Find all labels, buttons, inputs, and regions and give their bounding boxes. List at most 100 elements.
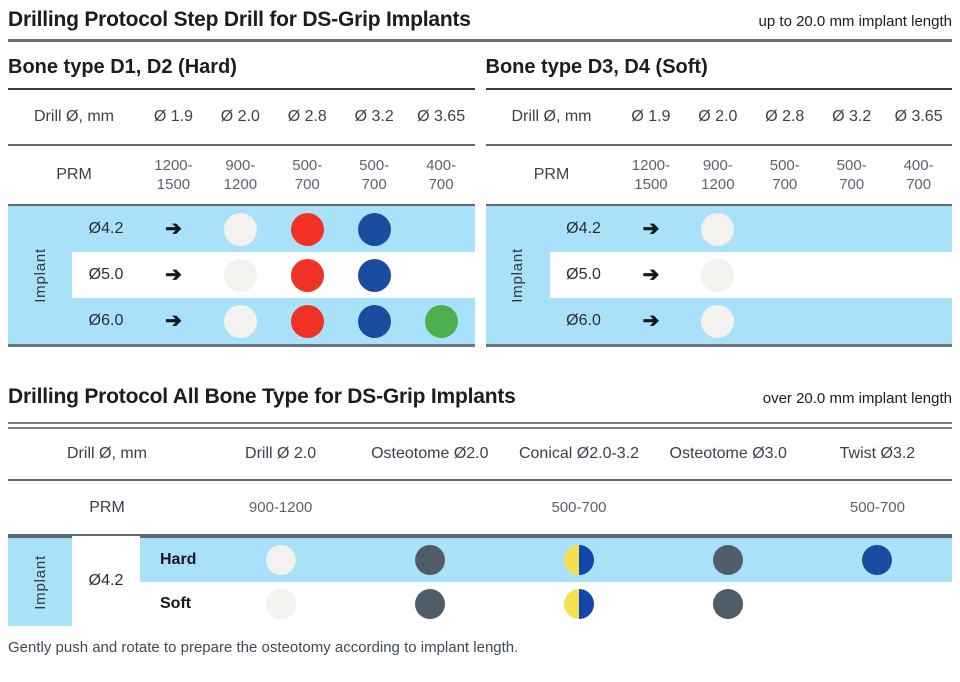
bone-hardness-label: Soft: [160, 595, 192, 612]
prm-value: 500-700: [551, 498, 607, 516]
implant-rows-body: Implant Ø4.2 ➔ Ø5.0 ➔ Ø6.0 ➔: [485, 206, 952, 347]
slate-drill-dot: [713, 589, 744, 619]
implant-size-label: Ø5.0: [566, 266, 601, 283]
step-cell: ➔: [618, 311, 685, 331]
prm-value: 500- 700: [292, 156, 323, 194]
drill-diameter-header-label: Drill Ø, mm: [34, 108, 114, 125]
bone-hardness-rows: Hard Soft: [140, 536, 952, 626]
implant-row: Ø6.0 ➔: [549, 298, 952, 344]
implant-rows: Ø4.2 ➔ Ø5.0 ➔ Ø6.0 ➔: [72, 206, 475, 344]
implant-axis-label: Implant: [31, 554, 49, 610]
implant-axis-column: Implant: [8, 206, 72, 344]
white-drill-dot: [265, 589, 296, 619]
prm-value: 500- 700: [359, 156, 390, 194]
step-cell: [274, 212, 341, 246]
prm-label: PRM: [56, 166, 92, 183]
white-drill-dot: [701, 258, 735, 292]
drill-size-header: Ø 3.2: [354, 107, 394, 125]
prm-value: 500-700: [849, 498, 905, 516]
implant-row: Ø5.0 ➔: [72, 252, 475, 298]
bone-type-subtitle: Bone type D1, D2 (Hard): [8, 46, 475, 90]
step-cell: ➔: [618, 265, 685, 285]
arrow-icon: ➔: [642, 218, 660, 240]
implant-row: Ø4.2 ➔: [549, 206, 952, 252]
section-all-bone-title: Drilling Protocol All Bone Type for DS-G…: [8, 385, 516, 408]
slate-drill-dot: [713, 545, 744, 575]
step-cell: [206, 545, 355, 575]
dual-drill-dot: [564, 589, 594, 619]
implant-rows-body: Implant Ø4.2 ➔ Ø5.0 ➔ Ø6.0 ➔: [8, 206, 475, 347]
tool-header: Twist Ø3.2: [839, 444, 916, 462]
step-cell: [207, 304, 274, 338]
prm-value: 900-1200: [248, 498, 313, 516]
step-cell: [408, 304, 475, 338]
arrow-icon: ➔: [642, 264, 660, 286]
prm-value: 900- 1200: [223, 156, 258, 194]
implant-rows-body: Implant Ø4.2 Hard Soft: [8, 536, 952, 626]
white-drill-dot: [701, 212, 735, 246]
implant-length-note-upto: up to 20.0 mm implant length: [758, 13, 952, 30]
implant-row: Ø5.0 ➔: [549, 252, 952, 298]
white-drill-dot: [265, 545, 296, 575]
arrow-icon: ➔: [165, 310, 182, 332]
title-double-divider: [8, 422, 952, 429]
drill-size-header: Ø 2.8: [287, 107, 327, 125]
step-cell: [207, 258, 274, 292]
drill-size-header: Ø 2.0: [698, 107, 738, 125]
section-all-bone-header: Drilling Protocol All Bone Type for DS-G…: [8, 385, 952, 409]
drill-diameter-header-row: Drill Ø, mm Ø 1.9 Ø 2.0 Ø 2.8 Ø 3.2 Ø 3.65: [485, 90, 952, 146]
prm-value: 1200- 1500: [154, 156, 193, 194]
implant-axis-label: Implant: [31, 247, 49, 303]
footer-note: Gently push and rotate to prepare the os…: [8, 639, 519, 656]
implant-size-label: Ø4.2: [72, 536, 140, 626]
step-cell: [684, 258, 751, 292]
white-drill-dot: [701, 304, 735, 338]
tool-header: Conical Ø2.0-3.2: [518, 444, 640, 462]
bone-type-subtitle: Bone type D3, D4 (Soft): [485, 46, 952, 90]
green-drill-dot: [424, 304, 458, 338]
arrow-icon: ➔: [165, 218, 182, 240]
implant-size-label: Ø4.2: [566, 220, 601, 237]
prm-label: PRM: [89, 498, 125, 516]
step-cell: [341, 258, 408, 292]
step-cell: ➔: [140, 265, 207, 285]
prm-value: 400- 700: [903, 156, 934, 194]
step-cell: [504, 545, 653, 575]
step-cell: [654, 589, 803, 619]
red-drill-dot: [290, 212, 324, 246]
bone-hardness-row: Hard: [140, 538, 952, 582]
bone-hardness-row: Soft: [140, 582, 952, 626]
step-cell: ➔: [618, 219, 685, 239]
slate-drill-dot: [414, 545, 445, 575]
step-cell: [274, 258, 341, 292]
navy-drill-dot: [357, 304, 391, 338]
tool-header-row: Drill Ø, mm Drill Ø 2.0 Osteotome Ø2.0 Coni…: [8, 429, 952, 481]
navy-drill-dot: [357, 258, 391, 292]
drill-size-header: Ø 1.9: [631, 107, 671, 125]
drill-size-header: Ø 1.9: [153, 107, 194, 125]
implant-axis-label: Implant: [509, 247, 526, 303]
title-divider: [8, 39, 952, 42]
prm-value: 500- 700: [769, 156, 800, 194]
step-cell: [207, 212, 274, 246]
all-bone-type-table: Drill Ø, mm Drill Ø 2.0 Osteotome Ø2.0 Coni…: [8, 429, 952, 626]
prm-row: PRM 900-1200 500-700 500-700: [8, 481, 952, 536]
prm-value: 400- 700: [426, 156, 457, 194]
prm-value: 500- 700: [836, 156, 867, 194]
white-drill-dot: [223, 304, 257, 338]
bone-type-table-soft: Bone type D3, D4 (Soft) Drill Ø, mm Ø 1.9 Ø…: [485, 46, 952, 347]
implant-size-label: Ø6.0: [566, 312, 601, 329]
implant-rows: Ø4.2 ➔ Ø5.0 ➔ Ø6.0 ➔: [549, 206, 952, 344]
step-cell: [274, 304, 341, 338]
drill-size-header: Ø 3.65: [894, 107, 943, 125]
drill-size-header: Ø 3.2: [832, 107, 872, 125]
prm-value: 900- 1200: [701, 156, 735, 194]
tool-header: Osteotome Ø3.0: [669, 444, 787, 462]
drill-diameter-header-label: Drill Ø, mm: [67, 445, 147, 462]
bone-hardness-label: Hard: [160, 551, 197, 568]
implant-size-label: Ø5.0: [88, 266, 124, 283]
implant-axis-column: Implant: [8, 536, 72, 626]
drill-diameter-header-row: Drill Ø, mm Ø 1.9 Ø 2.0 Ø 2.8 Ø 3.2 Ø 3.65: [8, 90, 475, 146]
step-cell: [654, 545, 803, 575]
drilling-protocol-sheet: Drilling Protocol Step Drill for DS-Grip…: [8, 8, 952, 656]
